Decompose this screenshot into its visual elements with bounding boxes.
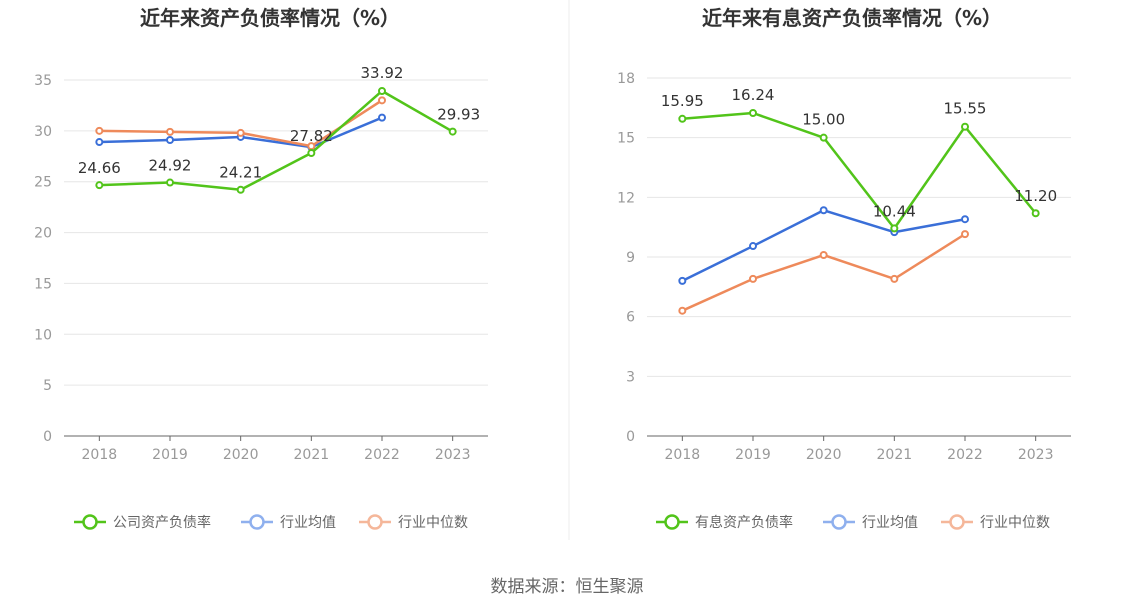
data-point (890, 274, 899, 283)
series-line (99, 89, 454, 191)
chart-title: 近年来资产负债率情况（%） (140, 6, 400, 30)
data-label: 29.93 (437, 106, 480, 124)
data-point (378, 86, 386, 95)
y-tick-label: 20 (34, 226, 52, 242)
data-label: 24.21 (219, 164, 262, 182)
chart-title: 近年来有息资产负债率情况（%） (702, 6, 1002, 30)
data-label: 11.20 (1014, 187, 1057, 205)
y-tick-label: 18 (617, 71, 635, 87)
x-tick-label: 2021 (294, 447, 330, 463)
y-tick-label: 15 (34, 276, 52, 292)
x-tick-label: 2021 (877, 447, 913, 463)
data-point (95, 138, 104, 147)
data-label: 15.95 (661, 92, 704, 110)
x-tick-label: 2019 (735, 447, 771, 463)
debt-ratio-chart: 近年来资产负债率情况（%） 0 5 10 15 20 25 30 35 2018 2019 2020 2… (34, 6, 488, 531)
data-point (890, 224, 899, 233)
data-label: 27.82 (290, 127, 333, 145)
legend-label: 行业中位数 (398, 515, 468, 531)
legend-swatch-marker (664, 514, 680, 530)
data-point (961, 215, 969, 224)
y-tick-label: 25 (34, 175, 52, 191)
data-point (166, 127, 174, 136)
y-tick-label: 0 (43, 429, 52, 445)
x-tick-label: 2022 (947, 447, 983, 463)
legend-label: 公司资产负债率 (113, 514, 211, 531)
y-tick-label: 10 (34, 327, 52, 343)
series-line (681, 209, 966, 282)
legend-swatch-marker (82, 514, 98, 530)
data-point (166, 136, 174, 145)
data-point (819, 206, 828, 215)
data-label: 15.55 (944, 100, 987, 118)
interest-debt-ratio-chart: 近年来有息资产负债率情况（%） 0 3 6 9 12 15 18 2018 2019 2020 202… (617, 6, 1071, 531)
x-tick-label: 2020 (223, 447, 259, 463)
legend-swatch-marker (831, 514, 847, 530)
data-point (95, 181, 104, 190)
y-tick-label: 6 (626, 310, 635, 326)
data-point (678, 276, 687, 285)
data-label: 15.00 (802, 111, 845, 129)
data-point (749, 109, 757, 118)
data-point (1031, 209, 1040, 218)
x-tick-label: 2022 (364, 447, 400, 463)
x-tick-label: 2018 (665, 447, 701, 463)
data-point (378, 113, 386, 122)
data-label: 33.92 (361, 64, 404, 82)
data-point (448, 127, 457, 136)
series-line (682, 111, 1037, 230)
legend-swatch-marker (367, 514, 383, 530)
legend-label: 行业均值 (862, 515, 918, 531)
data-point (378, 96, 386, 105)
y-tick-label: 9 (626, 250, 635, 266)
x-tick-label: 2020 (806, 447, 842, 463)
y-tick-label: 12 (617, 190, 635, 206)
y-tick-label: 5 (43, 378, 52, 394)
y-tick-label: 0 (626, 429, 635, 445)
y-tick-label: 15 (617, 131, 635, 147)
legend-label: 行业中位数 (980, 515, 1050, 531)
data-point (95, 126, 104, 135)
x-tick-label: 2018 (82, 447, 118, 463)
legend-swatch-marker (949, 514, 965, 530)
x-tick-label: 2023 (435, 447, 471, 463)
y-tick-label: 35 (34, 73, 52, 89)
source-note: 数据来源：恒生聚源 (491, 577, 644, 597)
y-tick-label: 30 (34, 124, 52, 140)
y-tick-label: 3 (626, 369, 635, 385)
data-point (678, 114, 687, 123)
data-point (961, 122, 969, 131)
data-label: 24.66 (78, 159, 121, 177)
data-point (236, 128, 245, 137)
data-label: 24.92 (149, 157, 192, 175)
data-point (307, 149, 316, 158)
data-point (236, 185, 245, 194)
x-tick-label: 2023 (1018, 447, 1054, 463)
legend-swatch-marker (249, 514, 265, 530)
data-label: 10.44 (873, 202, 916, 220)
series-line (681, 233, 966, 312)
data-point (819, 251, 828, 260)
data-point (678, 306, 687, 315)
data-point (749, 242, 757, 251)
data-point (166, 178, 174, 187)
x-tick-label: 2019 (152, 447, 188, 463)
data-point (749, 274, 757, 283)
data-label: 16.24 (732, 86, 775, 104)
legend-label: 有息资产负债率 (695, 514, 793, 531)
data-point (961, 230, 969, 239)
data-point (819, 133, 828, 142)
legend-label: 行业均值 (280, 515, 336, 531)
